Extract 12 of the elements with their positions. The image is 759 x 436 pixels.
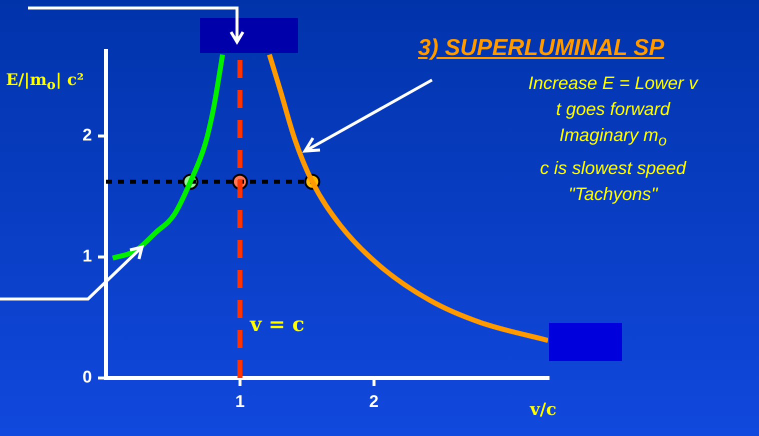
text: "Tachyons" <box>567 182 660 206</box>
annotation: Increase E = Lower v <box>527 72 700 95</box>
text: t goes forward <box>554 98 672 121</box>
ref-line-label: v = c <box>248 312 304 336</box>
y-tick-label: 0 <box>82 368 92 387</box>
text: Imaginary m$_{o}$ <box>558 124 668 152</box>
y-tick-label: 1 <box>82 246 92 266</box>
chart-title: 3) SUPERLUMINAL SP <box>418 34 664 61</box>
x-axis-title: v/c <box>530 400 556 420</box>
y-tick-label: 2 <box>82 125 92 144</box>
y-axis-title: E/|m$_{o}$| c² <box>6 70 84 94</box>
annotation: c is slowest speed <box>538 156 688 180</box>
